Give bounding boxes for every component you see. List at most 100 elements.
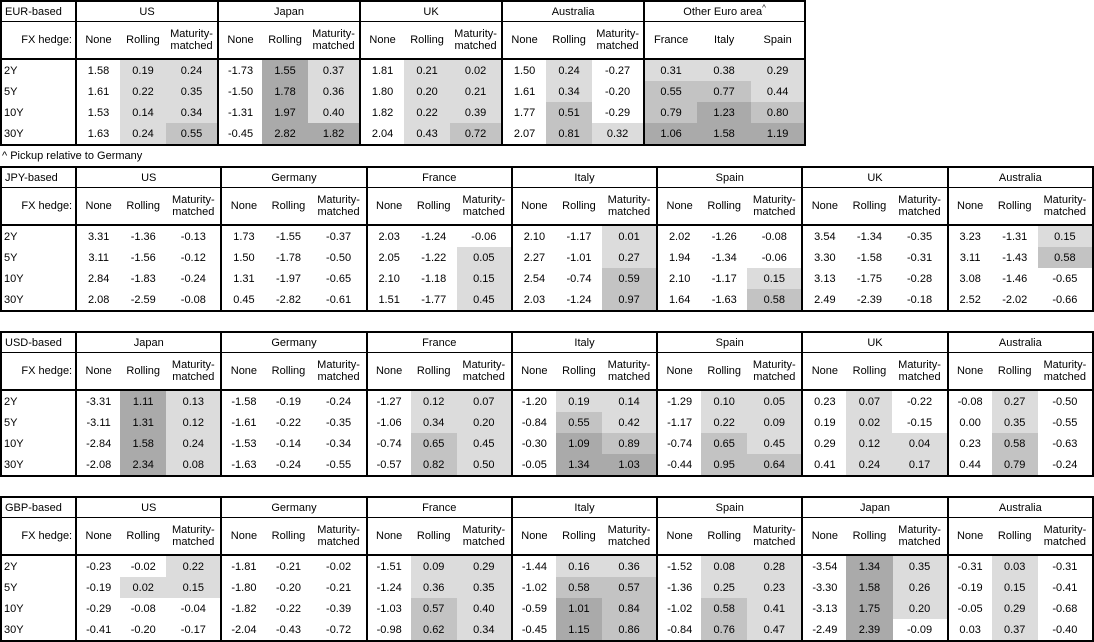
value-cell: 1.23 [697, 102, 752, 123]
column-header-rolling: Rolling [546, 21, 593, 60]
column-header-rolling: Rolling [404, 21, 451, 60]
value-cell: 0.59 [602, 268, 658, 289]
value-cell: -3.13 [801, 598, 847, 619]
value-cell: -1.31 [1002, 230, 1028, 243]
column-header-maturity-matched: Maturity-matched [892, 187, 948, 226]
value-cell: -2.84 [75, 433, 121, 454]
value-cell: 0.15 [456, 268, 512, 289]
country-header-italy: Italy [510, 497, 658, 518]
tenor-label: 10Y [4, 437, 24, 450]
value-cell: -0.55 [1052, 416, 1078, 429]
value-cell: -0.98 [365, 619, 411, 641]
country-header-spain: Spain [656, 497, 803, 518]
column-header-rolling: Rolling [701, 517, 748, 556]
value-cell: 1.06 [643, 123, 698, 145]
column-header-rolling: Rolling [265, 517, 312, 556]
country-name: Italy [574, 336, 595, 349]
value-cell: 0.42 [602, 412, 658, 433]
value-cell: -0.20 [605, 85, 631, 98]
value-cell: -0.45 [510, 619, 556, 641]
value-cell: -1.46 [1002, 272, 1028, 285]
value-cell: -1.36 [130, 230, 156, 243]
value-cell: -1.82 [220, 598, 266, 619]
country-header-us: US [74, 1, 219, 22]
value-cell: -1.55 [275, 230, 302, 243]
value-cell: -1.80 [220, 577, 266, 598]
value-cell: -0.08 [130, 602, 156, 615]
value-cell: -0.27 [605, 64, 631, 77]
value-cell: 0.76 [701, 619, 748, 641]
fx-hedge-row-label: FX hedge: [1, 21, 76, 60]
value-cell: 1.03 [602, 454, 658, 476]
country-name: Germany [271, 336, 317, 349]
value-cell: -1.17 [656, 412, 702, 433]
value-cell: -0.57 [365, 454, 411, 476]
value-cell: 0.04 [892, 433, 948, 454]
value-cell: -1.50 [217, 81, 263, 102]
value-cell: 0.17 [892, 454, 948, 476]
column-header-maturity-matched: Maturity-matched [308, 21, 361, 60]
column-header-maturity-matched: Maturity-matched [311, 187, 367, 226]
value-cell: -0.23 [75, 555, 121, 577]
value-cell: -0.63 [1052, 437, 1078, 450]
value-cell: 1.58 [697, 123, 752, 145]
base-currency-label: GBP-based [1, 497, 77, 518]
value-cell: -0.22 [275, 416, 302, 429]
column-header-none: None [946, 187, 992, 226]
column-header-rolling: Rolling [701, 352, 748, 391]
tenor-label: 5Y [4, 581, 18, 594]
value-cell: -1.02 [510, 577, 556, 598]
value-cell: -0.09 [907, 623, 933, 636]
value-cell: 0.34 [456, 619, 512, 641]
value-cell: -0.61 [326, 293, 352, 306]
value-cell: 1.82 [308, 123, 361, 145]
value-cell: 0.15 [1037, 225, 1093, 247]
value-cell: 0.27 [991, 390, 1038, 412]
value-cell: -0.24 [326, 395, 352, 408]
country-header-japan: Japan [75, 332, 222, 353]
value-cell: 3.13 [801, 268, 847, 289]
value-cell: -0.41 [1052, 581, 1078, 594]
value-cell: 3.08 [946, 268, 992, 289]
value-cell: -0.34 [326, 437, 352, 450]
column-header-rolling: Rolling [410, 517, 457, 556]
column-header-none: None [365, 187, 411, 226]
column-header-maturity-matched: Maturity-matched [747, 517, 803, 556]
value-cell: 0.15 [166, 577, 222, 598]
value-cell: -0.29 [605, 106, 631, 119]
value-cell: -0.50 [1052, 395, 1078, 408]
value-cell: -0.20 [275, 581, 302, 594]
column-header-maturity-matched: Maturity-matched [166, 517, 222, 556]
value-cell: -0.21 [275, 560, 302, 573]
column-header-rolling: Rolling [262, 21, 309, 60]
column-header-maturity-matched: Maturity-matched [602, 517, 658, 556]
country-header-uk: UK [801, 167, 948, 188]
table-jpy-based: JPY-based US Germany France Italy Spain UK Aust… [0, 166, 1094, 312]
value-cell: -1.03 [365, 598, 411, 619]
country-header-spain: Spain [656, 167, 803, 188]
column-header-none: None [365, 352, 411, 391]
value-cell: -0.65 [1052, 272, 1078, 285]
value-cell: 2.10 [365, 268, 411, 289]
column-header-maturity-matched: Maturity-matched [311, 352, 367, 391]
value-cell: 1.80 [359, 81, 405, 102]
value-cell: 0.45 [456, 289, 512, 311]
tenor-label: 30Y [4, 458, 24, 471]
base-currency-label: JPY-based [1, 167, 77, 188]
country-header-italy: Italy [510, 332, 658, 353]
tenor-label: 5Y [4, 251, 18, 264]
value-cell: -0.55 [326, 458, 352, 471]
column-header-none: None [510, 187, 556, 226]
value-cell: 0.24 [120, 123, 166, 145]
value-cell: -0.12 [180, 251, 206, 264]
value-cell: 0.15 [747, 268, 803, 289]
value-cell: 0.03 [946, 619, 992, 641]
value-cell: 2.07 [501, 123, 547, 145]
value-cell: 0.12 [846, 433, 893, 454]
value-cell: 2.49 [801, 289, 847, 311]
value-cell: -2.02 [1002, 293, 1028, 306]
value-cell: -1.36 [656, 577, 702, 598]
value-cell: 1.82 [359, 102, 405, 123]
value-cell: 0.22 [404, 102, 451, 123]
